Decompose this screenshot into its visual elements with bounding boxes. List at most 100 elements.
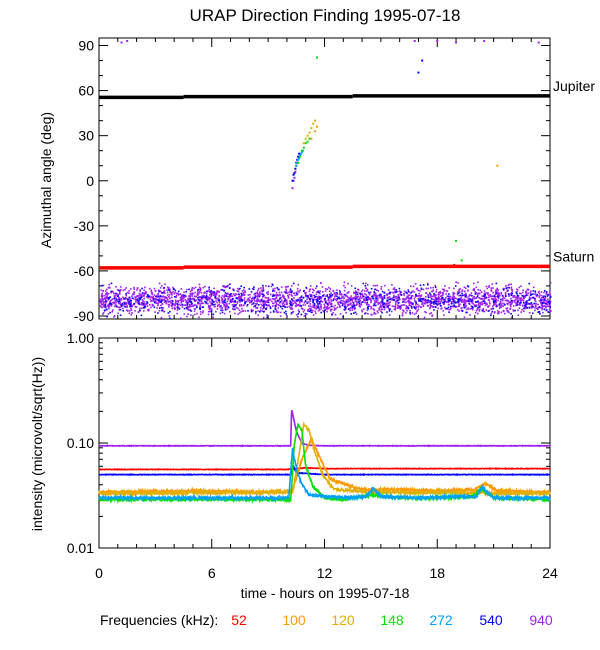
point-940	[439, 291, 442, 294]
point-940	[386, 302, 388, 305]
point-940	[335, 299, 338, 302]
point-940	[136, 301, 139, 304]
point-540	[549, 305, 551, 308]
point-940	[195, 304, 197, 306]
point-540	[475, 305, 477, 308]
point-940	[509, 301, 511, 303]
point-940	[214, 303, 217, 306]
point-940	[482, 310, 484, 313]
point-940	[259, 309, 262, 312]
point-540	[498, 303, 501, 306]
point-540	[382, 303, 385, 305]
point-940	[126, 299, 129, 302]
point-940	[330, 292, 332, 295]
point-940	[163, 290, 166, 292]
point-540	[295, 299, 298, 302]
point-940	[406, 305, 409, 308]
point-940	[537, 291, 540, 294]
point-940	[176, 312, 178, 315]
point-940	[218, 295, 221, 298]
point-940	[110, 291, 112, 294]
point-540	[502, 289, 505, 291]
point-940	[182, 295, 185, 298]
point-940	[152, 304, 155, 307]
point-940	[488, 309, 491, 312]
point-940	[393, 305, 395, 308]
point-940	[491, 295, 493, 298]
point-940	[167, 286, 169, 289]
point-940	[517, 314, 520, 317]
point-940	[468, 295, 470, 298]
point-540	[110, 282, 113, 285]
point-940	[405, 307, 408, 309]
point-940	[342, 303, 345, 305]
point-540	[147, 294, 149, 296]
point-940	[311, 311, 313, 314]
point-940	[293, 176, 296, 179]
point-940	[402, 309, 404, 311]
point-940	[166, 289, 168, 291]
point-940	[180, 297, 182, 300]
point-540	[110, 290, 113, 293]
point-940	[399, 306, 401, 309]
point-940	[476, 294, 479, 297]
point-940	[392, 291, 394, 294]
point-940	[482, 309, 484, 311]
point-940	[439, 298, 441, 300]
point-940	[414, 308, 417, 310]
point-540	[174, 289, 177, 292]
point-540	[345, 306, 347, 309]
point-940	[541, 304, 544, 307]
point-540	[474, 293, 477, 295]
point-540	[483, 302, 486, 304]
point-940	[327, 299, 329, 302]
point-940	[248, 298, 250, 301]
point-940	[394, 303, 397, 306]
point-540	[158, 290, 160, 293]
point-940	[186, 315, 188, 318]
point-540	[392, 299, 395, 301]
point-940	[305, 291, 307, 294]
point-940	[465, 305, 467, 308]
point-540	[130, 299, 132, 302]
point-940	[402, 304, 404, 306]
point-940	[221, 299, 223, 302]
point-540	[485, 296, 488, 299]
point-540	[325, 301, 327, 303]
point-940	[262, 308, 264, 310]
point-540	[119, 314, 122, 317]
point-940	[433, 303, 435, 306]
point-940	[194, 286, 197, 289]
point-940	[463, 301, 465, 304]
point-540	[202, 296, 204, 298]
point-540	[410, 306, 413, 308]
point-940	[114, 296, 116, 298]
point-940	[427, 294, 429, 296]
point-540	[446, 307, 448, 310]
point-940	[501, 299, 504, 302]
point-940	[431, 290, 434, 293]
point-940	[488, 305, 490, 307]
point-940	[425, 311, 427, 314]
point-940	[219, 312, 222, 315]
point-940	[178, 303, 181, 306]
point-940	[475, 309, 478, 312]
point-540	[534, 290, 536, 293]
point-940	[218, 305, 221, 308]
point-940	[411, 312, 414, 314]
point-940	[435, 298, 437, 300]
point-940	[516, 302, 519, 305]
point-940	[169, 288, 171, 291]
point-940	[250, 308, 253, 311]
point-940	[313, 289, 315, 292]
point-540	[181, 303, 184, 306]
point-940	[241, 307, 243, 310]
point-940	[264, 296, 267, 299]
point-940	[429, 303, 431, 306]
point-940	[381, 302, 383, 305]
point-940	[307, 295, 310, 297]
point-940	[510, 297, 512, 300]
point-540	[229, 293, 231, 296]
point-540	[402, 301, 404, 303]
point-940	[245, 300, 248, 303]
